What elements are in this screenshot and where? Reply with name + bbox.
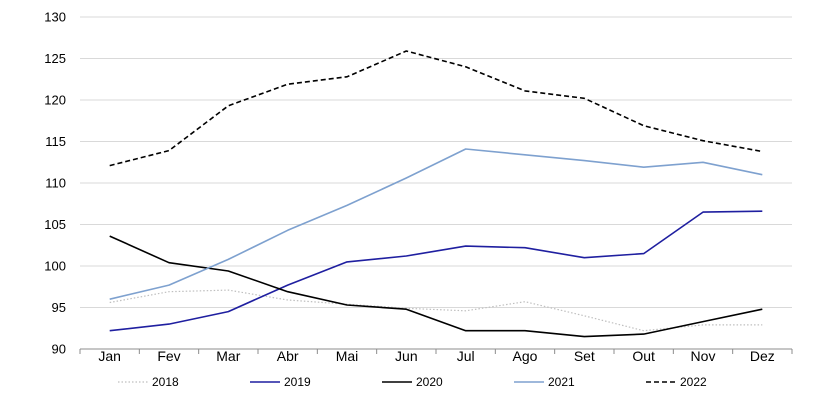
x-axis: Jan Fev Mar Abr Mai Jun Jul Ago Set Out Nov Dez: [79, 348, 793, 364]
legend-label-2022: 2022: [680, 375, 707, 389]
y-axis-ticks: 90 95 100 105 110 115 120 125 130: [44, 10, 66, 357]
x-tick-label: Jun: [395, 348, 418, 364]
x-tick-label: Dez: [750, 348, 775, 364]
y-tick-label: 110: [45, 176, 66, 191]
x-tick-label: Mai: [336, 348, 359, 364]
x-tick-label: Nov: [691, 348, 716, 364]
series-line-2019: [109, 210, 763, 332]
legend-label-2020: 2020: [416, 375, 443, 389]
y-tick-label: 100: [44, 259, 66, 274]
x-tick-label: Out: [632, 348, 655, 364]
x-tick-label: Fev: [157, 348, 180, 364]
y-tick-label: 95: [52, 300, 66, 315]
gridlines: [80, 16, 792, 308]
x-tick-label: Jan: [98, 348, 121, 364]
series-line-2022: [109, 50, 763, 167]
y-tick-label: 90: [52, 342, 66, 357]
series-line-2018: [109, 289, 763, 332]
series-line-2021: [109, 148, 763, 300]
x-tick-label: Set: [574, 348, 595, 364]
legend: 2018 2019 2020 2021 2022: [118, 375, 707, 389]
x-tick-label: Jul: [457, 348, 475, 364]
y-tick-label: 120: [44, 93, 66, 108]
y-tick-label: 115: [45, 134, 66, 149]
legend-label-2018: 2018: [152, 375, 179, 389]
y-tick-label: 130: [44, 10, 66, 25]
legend-label-2019: 2019: [284, 375, 311, 389]
x-tick-label: Abr: [277, 348, 299, 364]
y-tick-label: 105: [44, 217, 66, 232]
y-tick-label: 125: [44, 51, 66, 66]
series-lines: [109, 50, 763, 338]
legend-label-2021: 2021: [548, 375, 575, 389]
x-tick-label: Ago: [513, 348, 538, 364]
series-line-2020: [109, 235, 763, 338]
x-tick-label: Mar: [216, 348, 240, 364]
